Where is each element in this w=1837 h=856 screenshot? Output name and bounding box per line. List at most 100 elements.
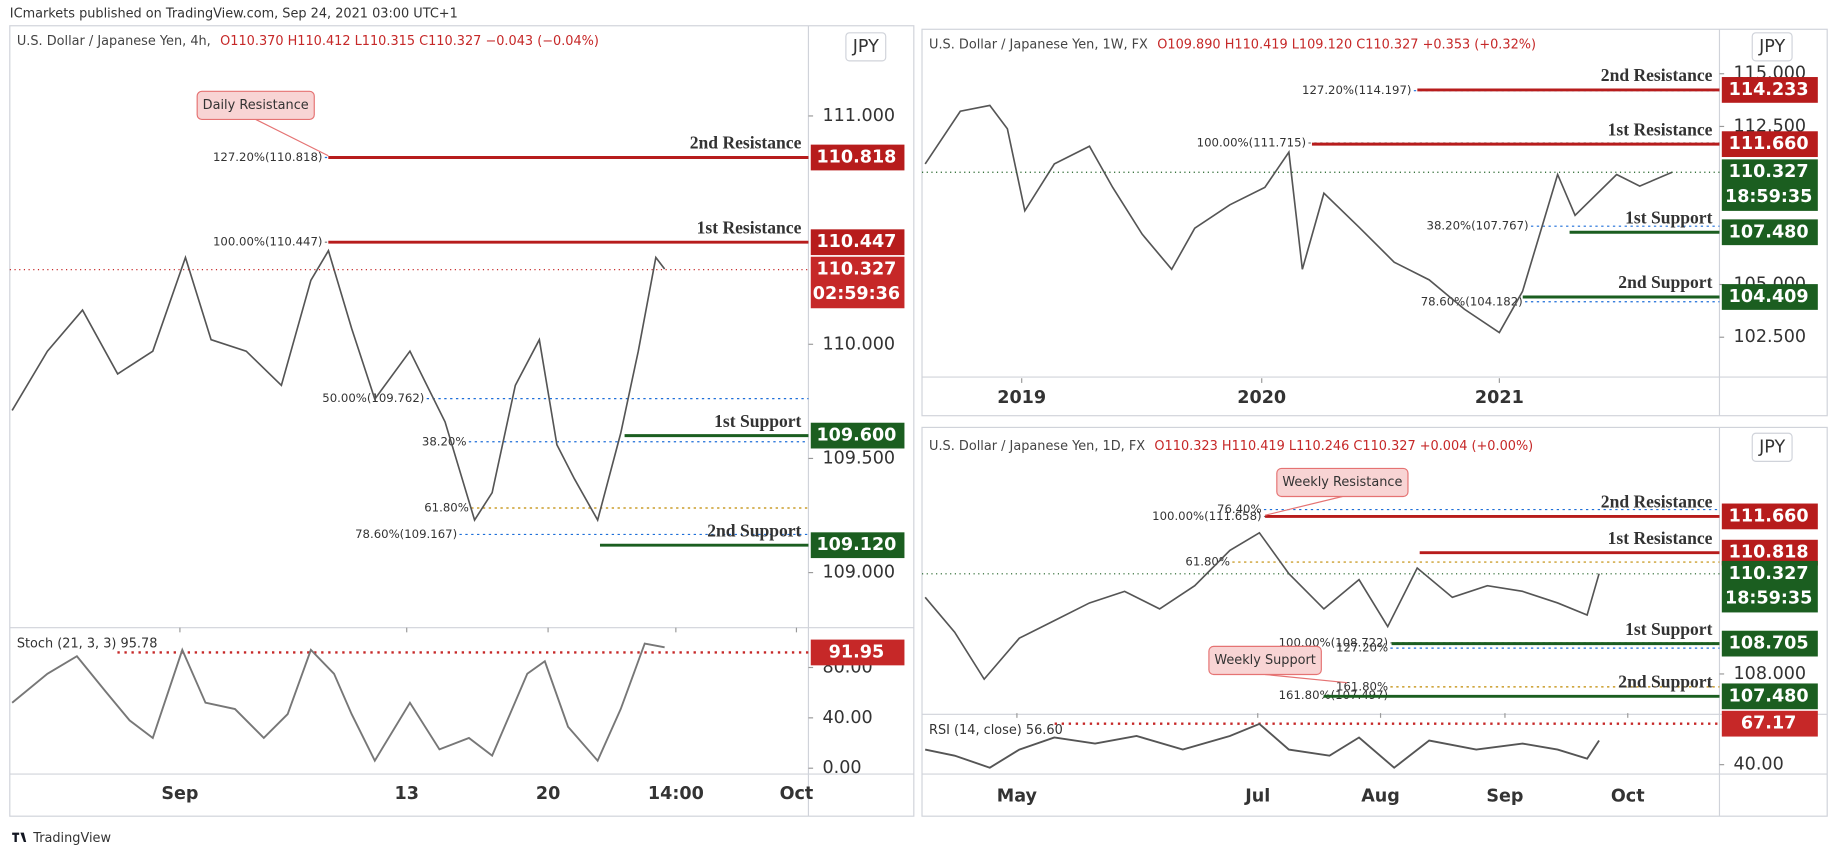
indicator-title: RSI (14, close) 56.60: [929, 723, 1063, 738]
axis-label: JPY: [1758, 437, 1785, 457]
countdown: 18:59:35: [1725, 588, 1812, 608]
title: U.S. Dollar / Japanese Yen, 4h,: [17, 33, 211, 48]
logo: [12, 832, 27, 842]
callout-box: [196, 90, 315, 121]
y-tick-label: 110.000: [822, 334, 895, 354]
last-price-value: 110.327: [1729, 564, 1809, 584]
ohlc: O110.370 H110.412 L110.315 C110.327 −0.0…: [220, 33, 599, 48]
level-name: 1st Resistance: [1608, 528, 1713, 548]
x-tick-label: May: [997, 786, 1038, 806]
level-value: 110.818: [1729, 543, 1809, 563]
last-price-box: [1721, 560, 1818, 613]
y-tick-label: 109.500: [822, 448, 895, 468]
frame: [921, 426, 1828, 817]
level-value: 114.233: [1729, 80, 1809, 100]
level-name: 1st Resistance: [1608, 119, 1713, 139]
axis-label: JPY: [1758, 37, 1785, 57]
ohlc: O110.323 H110.419 L110.246 C110.327 +0.0…: [1154, 439, 1533, 454]
fib-label: 78.60%(109.167): [355, 527, 457, 541]
level-value: 109.120: [816, 535, 896, 555]
callout-box: [1208, 645, 1322, 676]
level-box: [1721, 630, 1818, 657]
fib-label: 38.20%: [422, 434, 467, 448]
level-name: 2nd Support: [1618, 272, 1712, 292]
level-name: 2nd Support: [707, 520, 801, 540]
level-value: 107.480: [1729, 686, 1809, 706]
x-tick-label: Aug: [1361, 786, 1400, 806]
price-line: [924, 104, 1673, 334]
callout-label: Daily Resistance: [203, 98, 309, 113]
fib-label: 50.00%(109.762): [322, 391, 424, 405]
callout-box: [1276, 467, 1409, 498]
fib-label: 127.20%(110.818): [213, 150, 322, 164]
x-tick-label: Sep: [161, 784, 198, 804]
fib-label: 161.80%: [1336, 679, 1388, 693]
last-price-value: 110.327: [816, 260, 896, 280]
price-line: [11, 248, 666, 523]
x-tick-label: 20: [536, 784, 560, 804]
title: U.S. Dollar / Japanese Yen, 1W, FX: [929, 37, 1148, 52]
x-tick-label: 2019: [997, 388, 1046, 408]
indicator-line: [924, 722, 1600, 769]
x-tick-label: Jul: [1244, 786, 1270, 806]
level-value: 107.480: [1729, 222, 1809, 242]
fib-label: 127.20%(114.197): [1302, 83, 1411, 97]
level-name: 2nd Support: [1618, 671, 1712, 691]
level-name: 2nd Resistance: [1601, 492, 1713, 512]
footer: TradingView: [32, 831, 111, 846]
fib-label: 61.80%: [424, 500, 469, 514]
axis-label-box: [845, 32, 887, 62]
axis-label-box: [1751, 32, 1793, 62]
level-name: 1st Support: [1625, 207, 1712, 227]
level-value: 110.447: [816, 232, 896, 252]
x-tick-label: Oct: [780, 784, 814, 804]
level-name: 1st Support: [1625, 619, 1712, 639]
fib-label: 76.40%: [1217, 502, 1262, 516]
level-box: [1721, 503, 1818, 530]
callout-label: Weekly Support: [1214, 653, 1315, 668]
axis-label: JPY: [852, 37, 879, 57]
last-price-box: [1721, 159, 1818, 211]
level-value: 111.660: [1729, 506, 1809, 526]
fib-label: 100.00%(111.658): [1152, 509, 1261, 523]
y-tick-label: 40.00: [822, 708, 872, 728]
x-tick-label: Sep: [1486, 786, 1523, 806]
level-box: [810, 229, 905, 256]
chart-title: U.S. Dollar / Japanese Yen, 1W, FX O109.8…: [929, 37, 1536, 52]
y-tick-label: 108.000: [1734, 664, 1807, 684]
chart-title: U.S. Dollar / Japanese Yen, 4h, O110.370 …: [17, 33, 599, 48]
level-name: 2nd Resistance: [1601, 65, 1713, 85]
last-price-box: [810, 256, 905, 309]
price-line: [924, 531, 1600, 681]
y-tick-label: 109.000: [822, 563, 895, 583]
callout-pointer: [255, 118, 329, 157]
fib-label: 100.00%(111.715): [1197, 135, 1306, 149]
fib-label: 38.20%(107.767): [1427, 219, 1529, 233]
chart-title: U.S. Dollar / Japanese Yen, 1D, FX O110.3…: [929, 439, 1533, 454]
level-box: [1721, 131, 1818, 158]
frame: [9, 25, 915, 817]
level-box: [810, 422, 905, 449]
y-tick-label: 102.500: [1734, 327, 1807, 347]
x-tick-label: 13: [395, 784, 419, 804]
indicator-box: [810, 639, 905, 666]
axis-label-box: [1751, 432, 1793, 462]
level-value: 104.409: [1729, 287, 1809, 307]
indicator-title: Stoch (21, 3, 3) 95.78: [17, 637, 158, 652]
indicator-box: [1721, 710, 1818, 737]
level-box: [1721, 683, 1818, 710]
frame: [921, 28, 1828, 417]
level-value: 110.818: [816, 148, 896, 168]
callout-pointer: [1264, 495, 1343, 516]
callout-pointer: [1265, 673, 1348, 684]
x-tick-label: 2021: [1475, 388, 1524, 408]
y-tick-label: 40.00: [1734, 755, 1784, 775]
y-tick-label: 0.00: [822, 758, 861, 778]
level-value: 108.705: [1729, 634, 1809, 654]
header: ICmarkets published on TradingView.com, …: [10, 7, 458, 22]
level-name: 1st Resistance: [697, 217, 802, 237]
indicator-value: 91.95: [829, 642, 885, 662]
callout-label: Weekly Resistance: [1282, 475, 1402, 490]
